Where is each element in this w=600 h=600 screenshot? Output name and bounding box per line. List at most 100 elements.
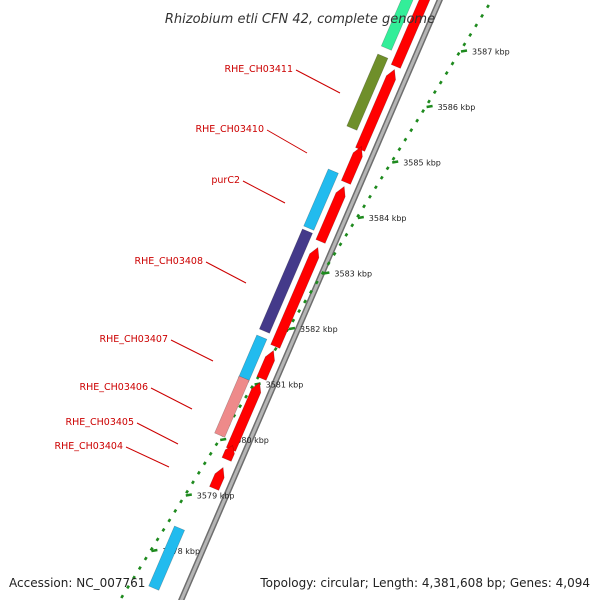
tick-label: 3582 kbp bbox=[300, 325, 338, 334]
axis-minor-tick bbox=[137, 566, 142, 571]
axis-minor-tick bbox=[173, 508, 178, 513]
axis-minor-tick bbox=[350, 223, 355, 228]
axis-minor-tick bbox=[314, 280, 319, 285]
axis-major-tick bbox=[151, 548, 158, 553]
axis-minor-tick bbox=[185, 489, 190, 494]
axis-minor-tick bbox=[385, 166, 390, 171]
axis-major-tick bbox=[426, 104, 433, 109]
axis-minor-tick bbox=[332, 251, 337, 256]
axis-minor-tick bbox=[202, 461, 207, 466]
axis-minor-tick bbox=[232, 413, 237, 418]
axis-minor-tick bbox=[214, 442, 219, 447]
tick-label: 3583 kbp bbox=[334, 270, 372, 279]
axis-major-tick bbox=[391, 160, 399, 164]
axis-major-tick bbox=[323, 271, 330, 275]
reverse-gene-r6 bbox=[256, 349, 275, 381]
gene-label: RHE_CH03404 bbox=[55, 441, 124, 452]
axis-minor-tick bbox=[379, 175, 384, 180]
axis-major-tick bbox=[357, 215, 365, 220]
gene-label: RHE_CH03407 bbox=[100, 334, 169, 345]
tick-label: 3585 kbp bbox=[403, 159, 441, 168]
axis-minor-tick bbox=[450, 61, 455, 66]
axis-minor-tick bbox=[244, 394, 249, 399]
axis-minor-tick bbox=[456, 51, 461, 56]
tick-label: 3586 kbp bbox=[438, 103, 476, 112]
accession-text: Accession: NC_007761 bbox=[9, 576, 145, 590]
axis-major-tick bbox=[219, 437, 227, 442]
axis-minor-tick bbox=[338, 242, 343, 247]
axis-minor-tick bbox=[308, 289, 313, 294]
axis-minor-tick bbox=[432, 90, 437, 95]
tick-group: 3578 kbp 3579 kbp 3580 kbp 3581 kbp 3582 kbp… bbox=[120, 4, 510, 599]
axis-minor-tick bbox=[190, 480, 195, 485]
topology-text: Topology: circular; Length: 4,381,608 bp… bbox=[259, 576, 590, 590]
axis-minor-tick bbox=[373, 185, 378, 190]
reverse-gene-r4 bbox=[315, 185, 346, 244]
axis-minor-tick bbox=[397, 147, 402, 152]
axis-minor-tick bbox=[320, 270, 325, 275]
gene-label: RHE_CH03410 bbox=[196, 124, 265, 135]
gene-label: RHE_CH03405 bbox=[66, 417, 135, 428]
axis-minor-tick bbox=[161, 527, 166, 532]
leader-line bbox=[205, 261, 247, 284]
forward-gene-RHE_CH03406 bbox=[214, 375, 250, 438]
axis-major-tick bbox=[460, 49, 468, 53]
axis-minor-tick bbox=[149, 546, 154, 552]
gene-label-group: RHE_CH03411 RHE_CH03410 purC2 RHE_CH03408 RH… bbox=[55, 64, 341, 468]
gene-label: RHE_CH03406 bbox=[80, 382, 149, 393]
axis-minor-tick bbox=[409, 128, 414, 133]
axis-minor-tick bbox=[167, 518, 172, 523]
axis-minor-tick bbox=[415, 118, 420, 123]
axis-minor-tick bbox=[179, 499, 184, 504]
tick-label: 3587 kbp bbox=[472, 48, 510, 57]
leader-line bbox=[150, 387, 193, 410]
axis-minor-tick bbox=[143, 556, 148, 561]
tick-label: 3581 kbp bbox=[266, 381, 304, 390]
forward-strand-group bbox=[148, 0, 414, 591]
axis-minor-tick bbox=[403, 137, 408, 142]
leader-line bbox=[125, 446, 170, 468]
axis-minor-tick bbox=[444, 71, 449, 76]
gene-label: RHE_CH03408 bbox=[135, 256, 204, 267]
axis-minor-tick bbox=[303, 299, 308, 304]
reverse-gene-RHE_CH03410 bbox=[340, 145, 363, 185]
axis-major-tick bbox=[185, 493, 193, 497]
reverse-gene-RHE_CH03405 bbox=[209, 466, 225, 491]
leader-line bbox=[242, 180, 286, 204]
leader-line bbox=[170, 339, 214, 362]
gene-label: RHE_CH03411 bbox=[225, 64, 294, 75]
map-title: Rhizobium etli CFN 42, complete genome bbox=[165, 12, 435, 27]
axis-minor-tick bbox=[421, 109, 426, 114]
axis-major-tick bbox=[288, 326, 296, 331]
tick-label: 3584 kbp bbox=[369, 214, 407, 223]
leader-line bbox=[136, 422, 179, 445]
reverse-gene-r7 bbox=[225, 381, 262, 452]
leader-line bbox=[295, 69, 341, 94]
axis-minor-tick bbox=[367, 194, 372, 199]
axis-minor-tick bbox=[131, 575, 136, 580]
forward-gene-RHE_CH03408 bbox=[259, 228, 313, 334]
axis-minor-tick bbox=[238, 404, 243, 409]
gene-label: purC2 bbox=[211, 175, 240, 186]
reverse-gene-r2 bbox=[355, 68, 396, 152]
axis-minor-tick bbox=[326, 261, 331, 266]
axis-minor-tick bbox=[426, 99, 431, 104]
reverse-gene-top bbox=[390, 0, 431, 69]
tick-label: 3579 kbp bbox=[197, 492, 235, 501]
tick-label: 3580 kbp bbox=[231, 436, 269, 445]
reverse-gene-r8 bbox=[221, 445, 235, 462]
axis-minor-tick bbox=[362, 204, 367, 209]
forward-gene-RHE_CH03411 bbox=[346, 53, 389, 131]
axis-minor-tick bbox=[480, 13, 485, 18]
tick-label: 3578 kbp bbox=[162, 547, 200, 556]
axis-minor-tick bbox=[196, 470, 201, 475]
axis-minor-tick bbox=[391, 156, 396, 161]
axis-minor-tick bbox=[297, 309, 302, 314]
axis-minor-tick bbox=[126, 585, 131, 590]
axis-minor-tick bbox=[273, 347, 278, 352]
axis-minor-tick bbox=[468, 32, 473, 37]
axis-minor-tick bbox=[344, 232, 349, 237]
axis-minor-tick bbox=[120, 594, 125, 599]
